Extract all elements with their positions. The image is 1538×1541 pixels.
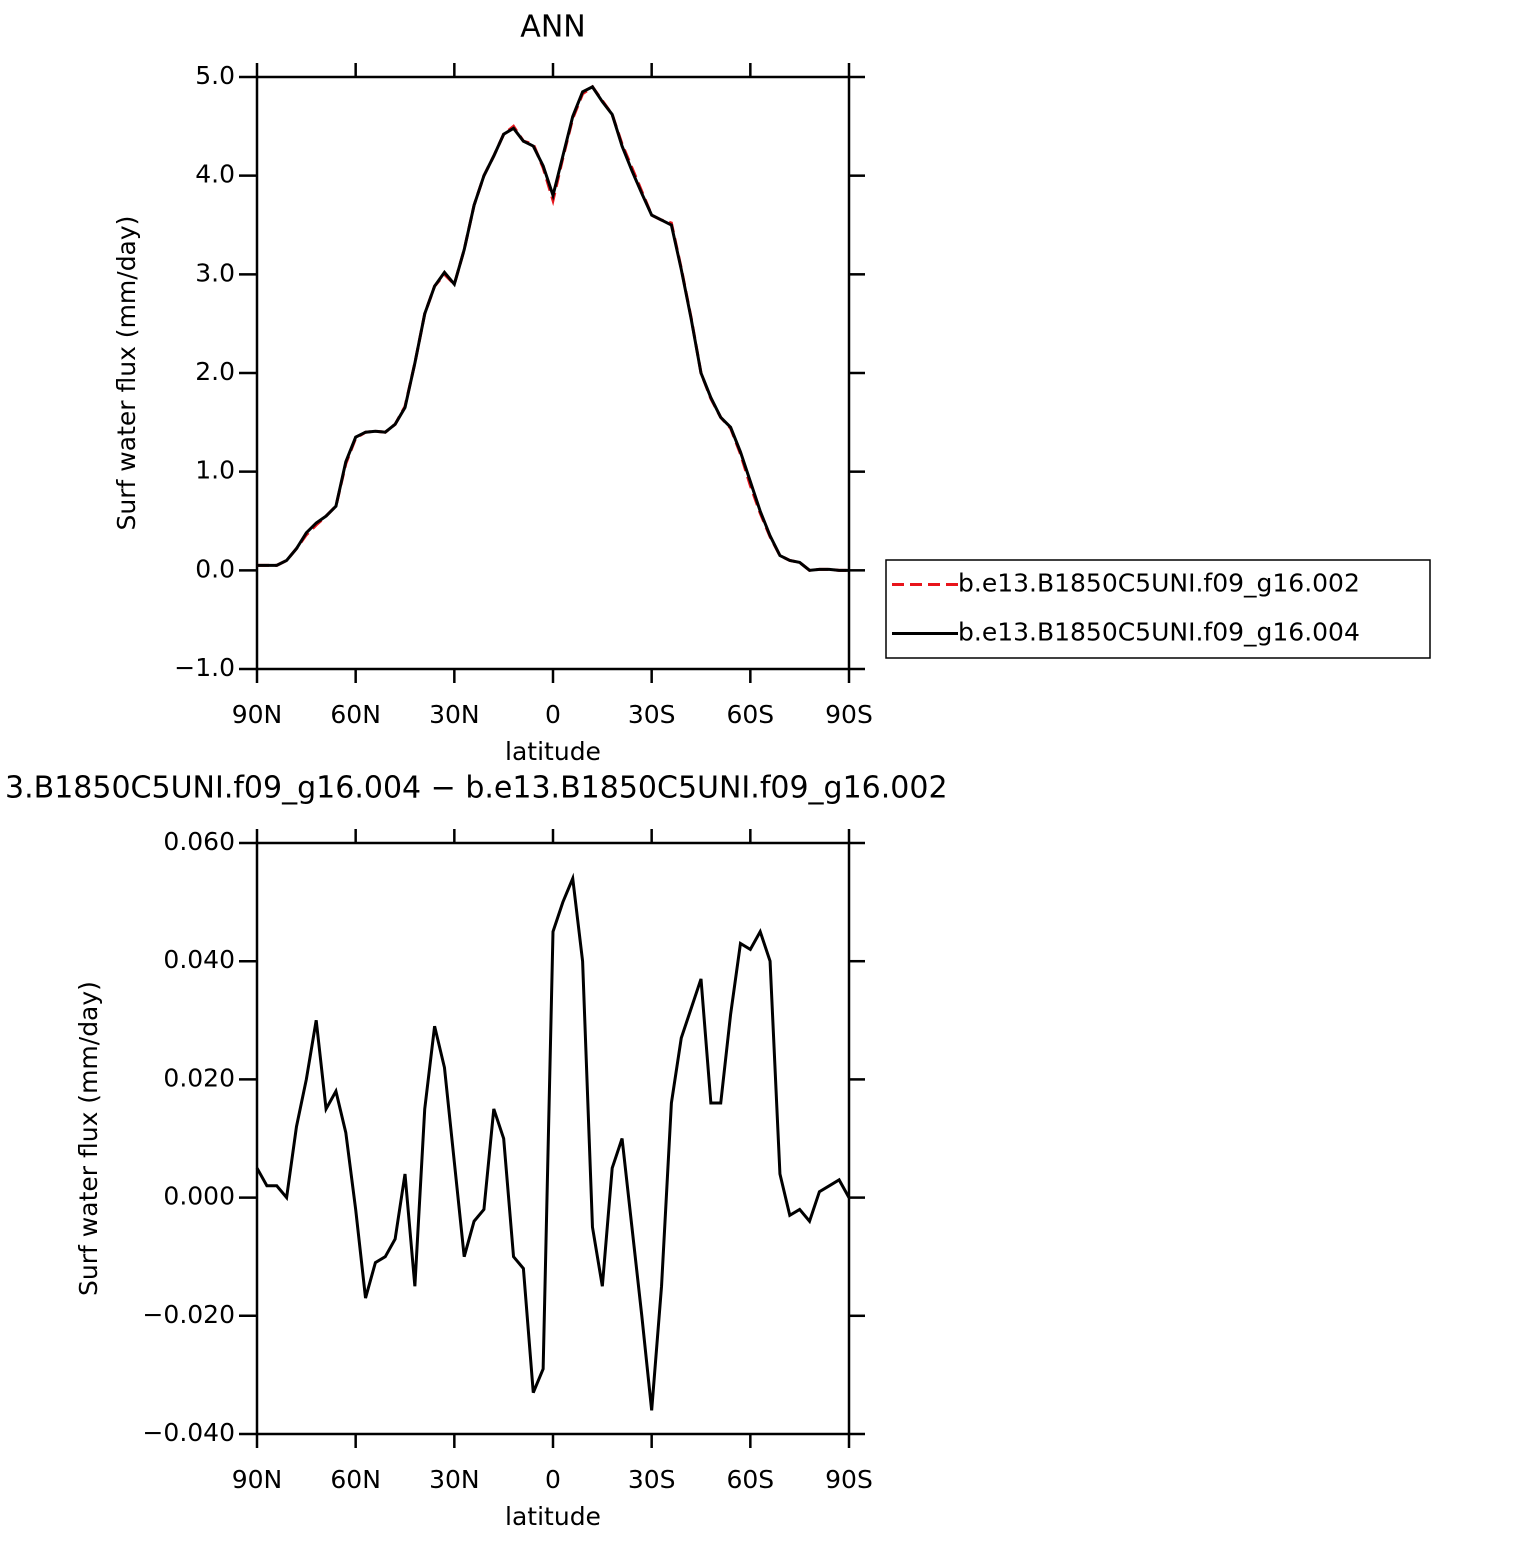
x-tick-label: 60N xyxy=(330,700,381,729)
chart-title: 3.B1850C5UNI.f09_g16.004 − b.e13.B1850C5… xyxy=(5,771,948,806)
x-tick-label: 90N xyxy=(232,700,283,729)
x-tick-label: 30S xyxy=(628,700,676,729)
x-tick-label: 60N xyxy=(330,1465,381,1494)
x-tick-label: 60S xyxy=(726,700,774,729)
x-axis-label: latitude xyxy=(505,737,601,766)
y-tick-label: −0.020 xyxy=(142,1300,235,1329)
chart-title: ANN xyxy=(520,10,585,45)
y-tick-label: −0.040 xyxy=(142,1418,235,1447)
x-tick-label: 30N xyxy=(429,1465,480,1494)
x-tick-label: 90S xyxy=(825,700,873,729)
y-tick-label: −1.0 xyxy=(174,653,235,682)
data-line xyxy=(255,872,851,1411)
x-tick-label: 0 xyxy=(545,700,561,729)
x-tick-label: 30N xyxy=(429,700,480,729)
y-tick-label: 0.040 xyxy=(163,945,235,974)
y-tick-label: 0.060 xyxy=(163,827,235,856)
legend-label: b.e13.B1850C5UNI.f09_g16.002 xyxy=(958,569,1360,598)
y-tick-label: 4.0 xyxy=(195,160,235,189)
y-tick-label: 0.0 xyxy=(195,554,235,583)
y-tick-label: 5.0 xyxy=(195,61,235,90)
y-axis-label: Surf water flux (mm/day) xyxy=(112,216,141,531)
x-tick-label: 90N xyxy=(232,1465,283,1494)
x-tick-label: 60S xyxy=(726,1465,774,1494)
y-axis-label: Surf water flux (mm/day) xyxy=(74,981,103,1296)
x-axis-label: latitude xyxy=(505,1502,601,1531)
y-tick-label: 0.020 xyxy=(163,1063,235,1092)
x-tick-label: 0 xyxy=(545,1465,561,1494)
data-line xyxy=(257,84,849,572)
y-tick-label: 1.0 xyxy=(195,456,235,485)
x-tick-label: 90S xyxy=(825,1465,873,1494)
y-tick-label: 3.0 xyxy=(195,258,235,287)
data-line xyxy=(257,84,849,572)
plot-frame xyxy=(255,75,851,671)
y-tick-label: 2.0 xyxy=(195,357,235,386)
x-tick-label: 30S xyxy=(628,1465,676,1494)
legend-box xyxy=(885,559,1431,659)
legend-label: b.e13.B1850C5UNI.f09_g16.004 xyxy=(958,618,1360,647)
y-tick-label: 0.000 xyxy=(163,1182,235,1211)
